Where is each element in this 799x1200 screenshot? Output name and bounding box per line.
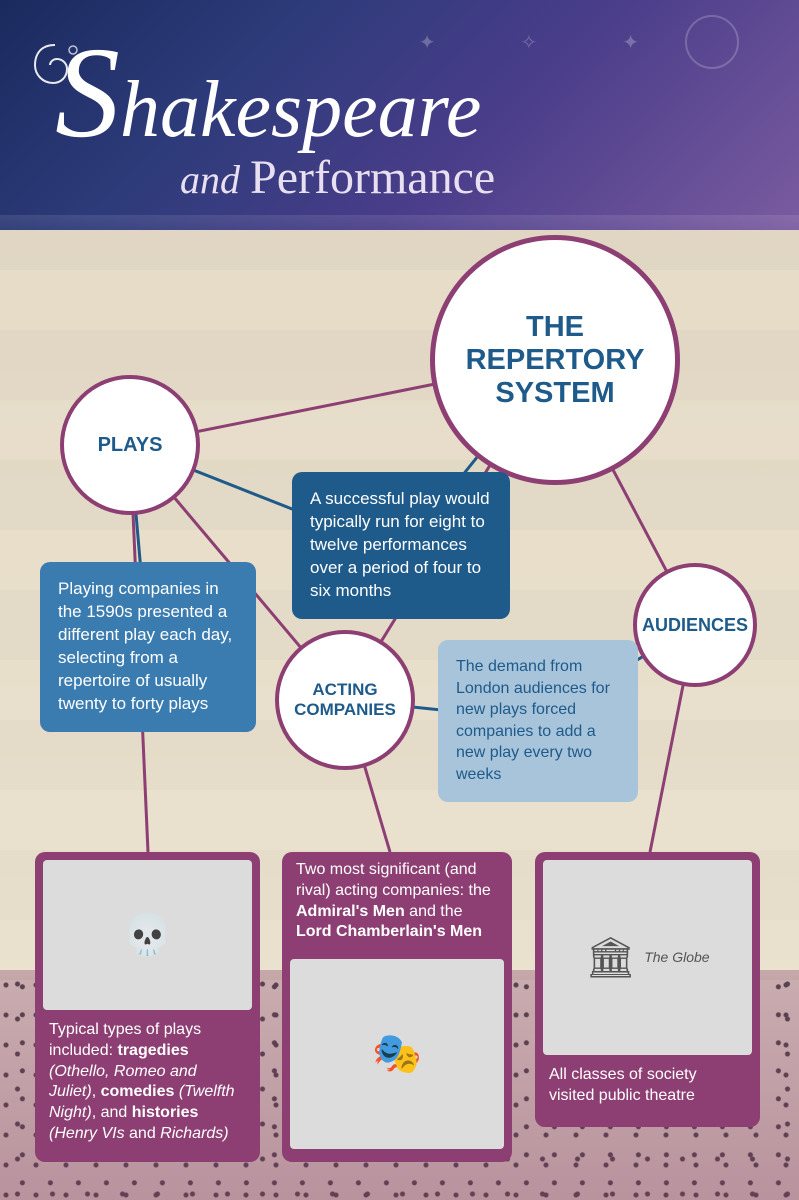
node-acting_companies: ACTING COMPANIES [275,630,415,770]
card-image-card_tragedies: 💀 [43,860,252,1010]
card-card_tragedies: 💀Typical types of plays included: traged… [35,852,260,1162]
card-text-card_rival: Two most significant (and rival) acting … [290,860,504,949]
box-box_successful: A successful play would typically run fo… [292,472,510,619]
node-repertory: THE REPERTORY SYSTEM [430,235,680,485]
box-box_playing: Playing companies in the 1590s presented… [40,562,256,732]
page-title-main: Shakespeare [55,18,481,168]
box-box_demand: The demand from London audiences for new… [438,640,638,802]
header-banner: Shakespeare and Performance [0,0,799,230]
diagram-area: THE REPERTORY SYSTEM PLAYS AUDIENCES ACTING… [0,230,799,1200]
card-image-card_globe: 🏛The Globe [543,860,752,1055]
header-divider [0,215,799,230]
title-rest: hakespeare [120,66,481,154]
title-sub-rest: Performance [250,151,495,204]
card-text-card_tragedies: Typical types of plays included: tragedi… [43,1020,252,1151]
card-card_rival: Two most significant (and rival) acting … [282,852,512,1162]
title-and: and [180,157,250,202]
page-title-sub: and Performance [180,150,495,205]
card-text-card_globe: All classes of society visited public th… [543,1065,752,1113]
node-audiences: AUDIENCES [633,563,757,687]
node-plays: PLAYS [60,375,200,515]
card-image-card_rival: 🎭 [290,959,504,1149]
card-card_globe: 🏛The Globe All classes of society visited… [535,852,760,1127]
